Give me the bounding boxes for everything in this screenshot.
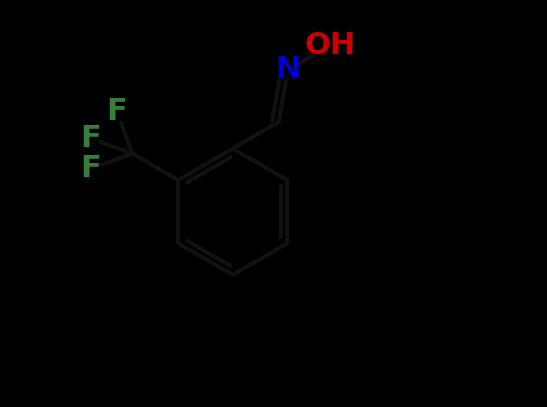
Text: OH: OH: [305, 31, 356, 60]
Text: F: F: [107, 97, 127, 126]
FancyBboxPatch shape: [108, 103, 126, 120]
Text: N: N: [275, 55, 300, 85]
FancyBboxPatch shape: [306, 37, 354, 55]
Text: F: F: [80, 154, 101, 184]
FancyBboxPatch shape: [82, 160, 99, 178]
Text: F: F: [80, 124, 101, 153]
FancyBboxPatch shape: [82, 129, 99, 147]
FancyBboxPatch shape: [279, 61, 297, 79]
